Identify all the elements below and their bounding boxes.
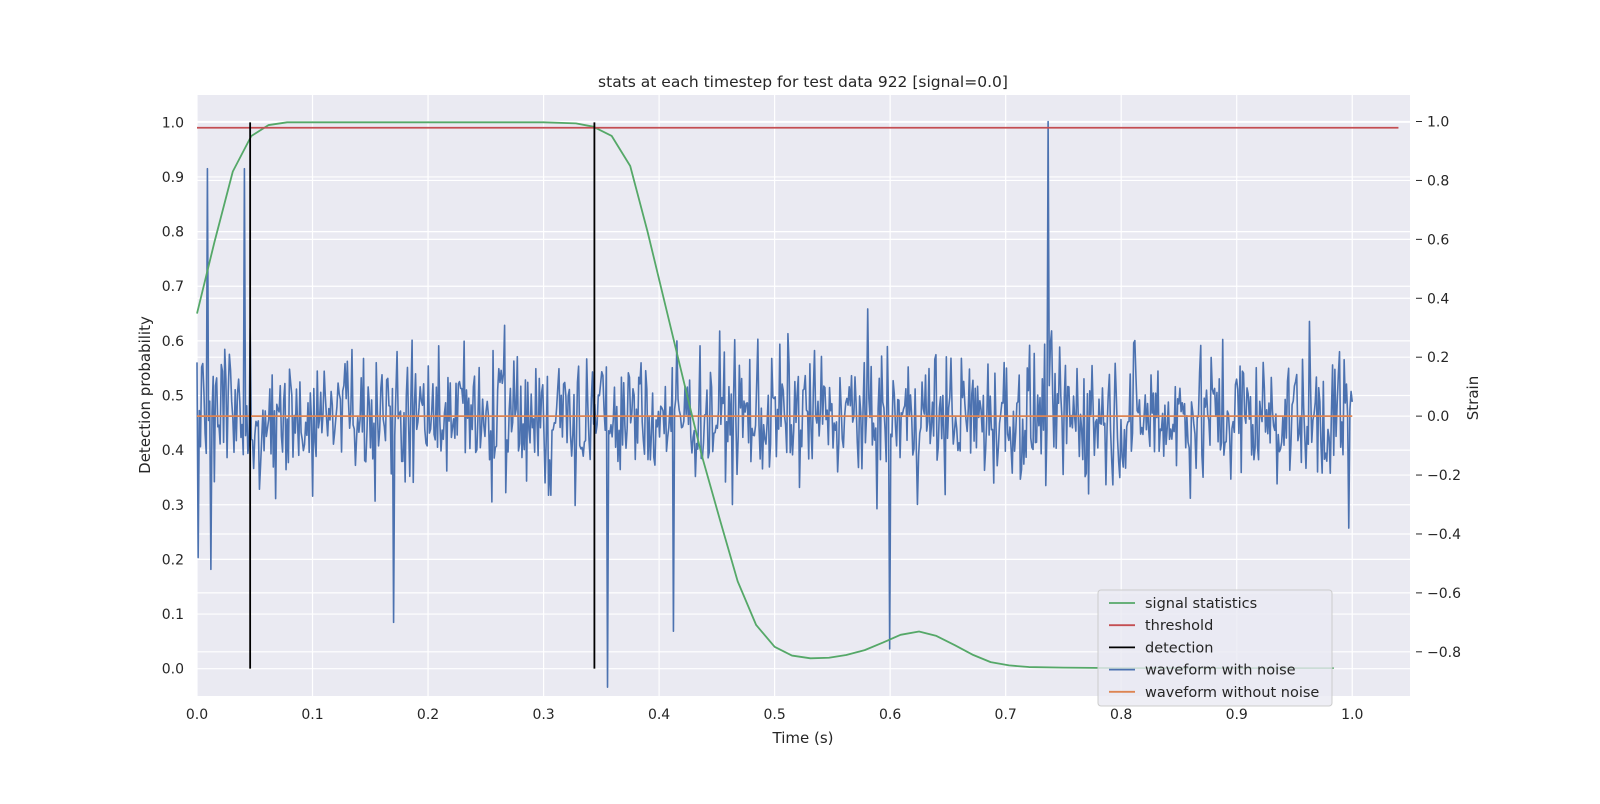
x-tick-label: 0.7 bbox=[995, 707, 1017, 723]
x-tick-label: 0.4 bbox=[648, 707, 670, 723]
x-tick-label: 0.1 bbox=[301, 707, 323, 723]
x-ticks: 0.0 0.1 0.2 0.3 0.4 0.5 0.6 0.7 0.8 0.9 1.0 bbox=[186, 707, 1364, 723]
y-tick-label-left: 0.6 bbox=[162, 334, 184, 350]
y-tick-label-right: 1.0 bbox=[1427, 115, 1449, 131]
y-tick-label-right: 0.0 bbox=[1427, 409, 1449, 425]
y-tick-label-right: 0.2 bbox=[1427, 350, 1449, 366]
y-ticks-right: −0.8 −0.6 −0.4 −0.2 0.0 0.2 0.4 0.6 0.8 1.0 bbox=[1416, 115, 1461, 661]
grid bbox=[196, 95, 1410, 696]
y-tick-label-left: 0.4 bbox=[162, 443, 184, 459]
legend-label: signal statistics bbox=[1145, 596, 1257, 612]
y-tick-label-left: 0.1 bbox=[162, 607, 184, 623]
y-tick-label-left: 0.7 bbox=[162, 279, 184, 295]
x-axis-label: Time (s) bbox=[772, 729, 834, 747]
y-tick-label-right: −0.4 bbox=[1427, 527, 1461, 543]
x-tick-label: 0.3 bbox=[532, 707, 554, 723]
y-tick-label-right: −0.8 bbox=[1427, 645, 1461, 661]
x-tick-label: 0.8 bbox=[1110, 707, 1132, 723]
y-tick-label-left: 0.8 bbox=[162, 225, 184, 241]
y-tick-label-left: 0.0 bbox=[162, 662, 184, 678]
y-tick-label-left: 0.9 bbox=[162, 170, 184, 186]
x-tick-label: 0.9 bbox=[1226, 707, 1248, 723]
chart-title: stats at each timestep for test data 922… bbox=[598, 73, 1008, 91]
x-tick-label: 0.0 bbox=[186, 707, 208, 723]
y-axis-label-left: Detection probability bbox=[136, 316, 154, 474]
legend-label: waveform with noise bbox=[1145, 663, 1296, 679]
y-tick-label-right: 0.6 bbox=[1427, 232, 1449, 248]
legend: signal statistics threshold detection wavef… bbox=[1097, 589, 1333, 707]
y-tick-label-right: −0.2 bbox=[1427, 468, 1461, 484]
y-tick-label-left: 0.3 bbox=[162, 498, 184, 514]
waveform-with-noise-line bbox=[196, 120, 1354, 688]
y-axis-label-right: Strain bbox=[1464, 376, 1482, 420]
x-tick-label: 0.6 bbox=[879, 707, 901, 723]
y-tick-label-left: 0.5 bbox=[162, 389, 184, 405]
y-tick-label-left: 1.0 bbox=[162, 115, 184, 131]
series-layer bbox=[196, 120, 1399, 688]
y-ticks-left: 0.0 0.1 0.2 0.3 0.4 0.5 0.6 0.7 0.8 0.9 1.0 bbox=[162, 115, 184, 677]
y-tick-label-right: 0.4 bbox=[1427, 291, 1449, 307]
x-tick-label: 0.2 bbox=[417, 707, 439, 723]
signal-statistics-line bbox=[196, 121, 1334, 670]
x-tick-label: 1.0 bbox=[1341, 707, 1363, 723]
y-tick-label-left: 0.2 bbox=[162, 552, 184, 568]
legend-label: detection bbox=[1145, 640, 1213, 656]
y-tick-label-right: 0.8 bbox=[1427, 173, 1449, 189]
legend-box bbox=[1097, 589, 1333, 707]
x-tick-label: 0.5 bbox=[763, 707, 785, 723]
legend-label: threshold bbox=[1145, 618, 1213, 634]
y-tick-label-right: −0.6 bbox=[1427, 586, 1461, 602]
legend-label: waveform without noise bbox=[1145, 685, 1319, 701]
